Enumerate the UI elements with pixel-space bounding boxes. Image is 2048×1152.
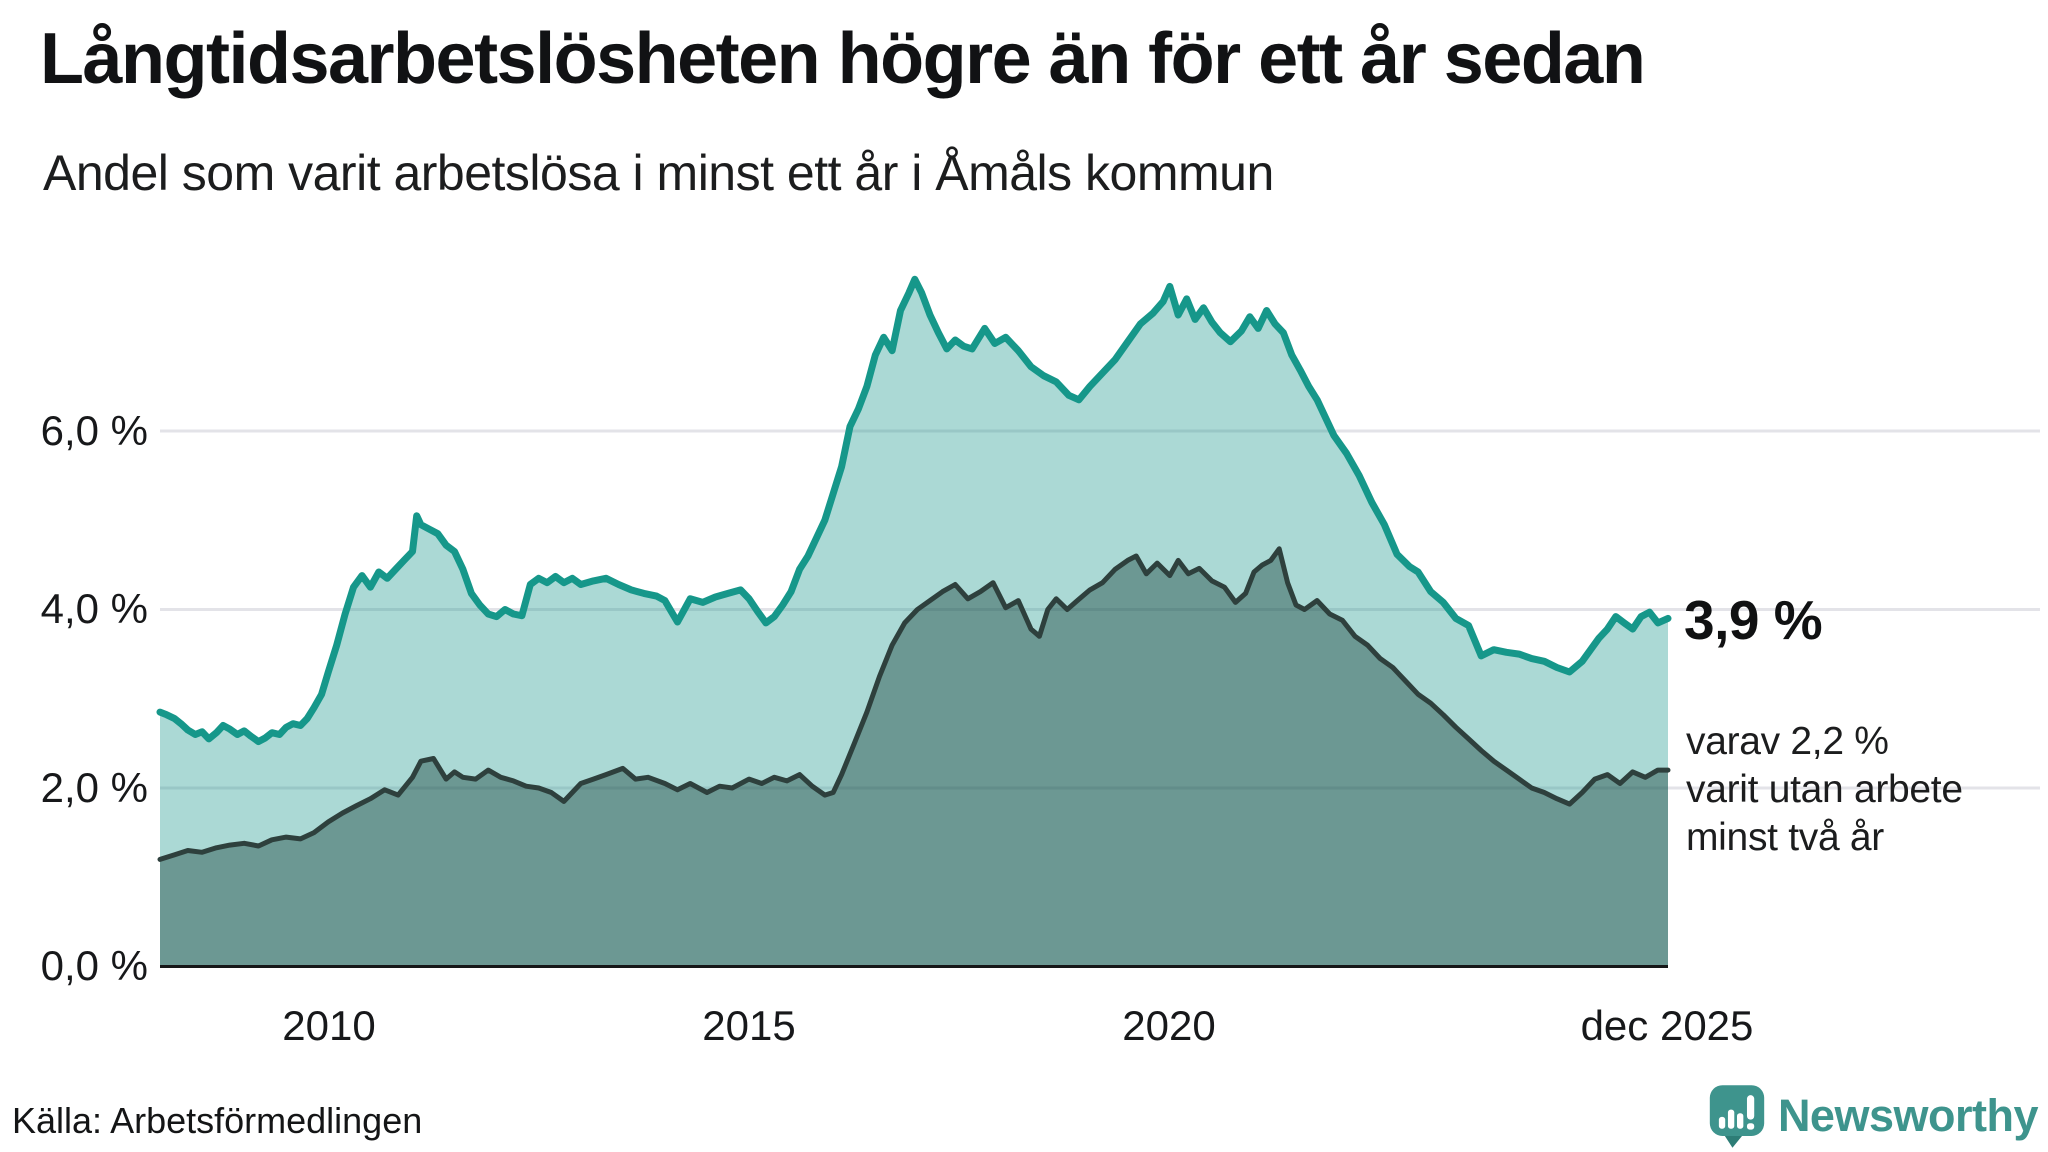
series-lines — [156, 275, 1672, 862]
page-subtitle: Andel som varit arbetslösa i minst ett å… — [43, 145, 1274, 201]
x-axis-tick-2015: 2015 — [702, 1002, 796, 1049]
x-axis-tick-2020: 2020 — [1122, 1002, 1216, 1049]
newsworthy-logo: Newsworthy — [1708, 1082, 2039, 1150]
y-axis-tick-2: 2,0 % — [40, 764, 148, 811]
area-fills — [160, 279, 1668, 967]
latest-value-label: 3,9 % — [1684, 589, 1823, 651]
newsworthy-logo-icon — [1709, 1085, 1765, 1148]
x-axis-tick-dec-2025: dec 2025 — [1580, 1002, 1754, 1049]
page-title: Långtidsarbetslösheten högre än för ett … — [40, 19, 1646, 99]
gridlines — [160, 429, 2040, 790]
y-axis-tick-0: 0,0 % — [40, 942, 148, 989]
source-attribution: Källa: Arbetsförmedlingen — [12, 1100, 423, 1141]
newsworthy-wordmark: Newsworthy — [1777, 1090, 2039, 1141]
y-axis-tick-6: 6,0 % — [40, 407, 148, 454]
y-axis-tick-4: 4,0 % — [40, 585, 148, 632]
x-axis-tick-2010: 2010 — [282, 1002, 376, 1049]
secondary-value-annotation: varav 2,2 % varit utan arbete minst två … — [1686, 720, 1963, 859]
